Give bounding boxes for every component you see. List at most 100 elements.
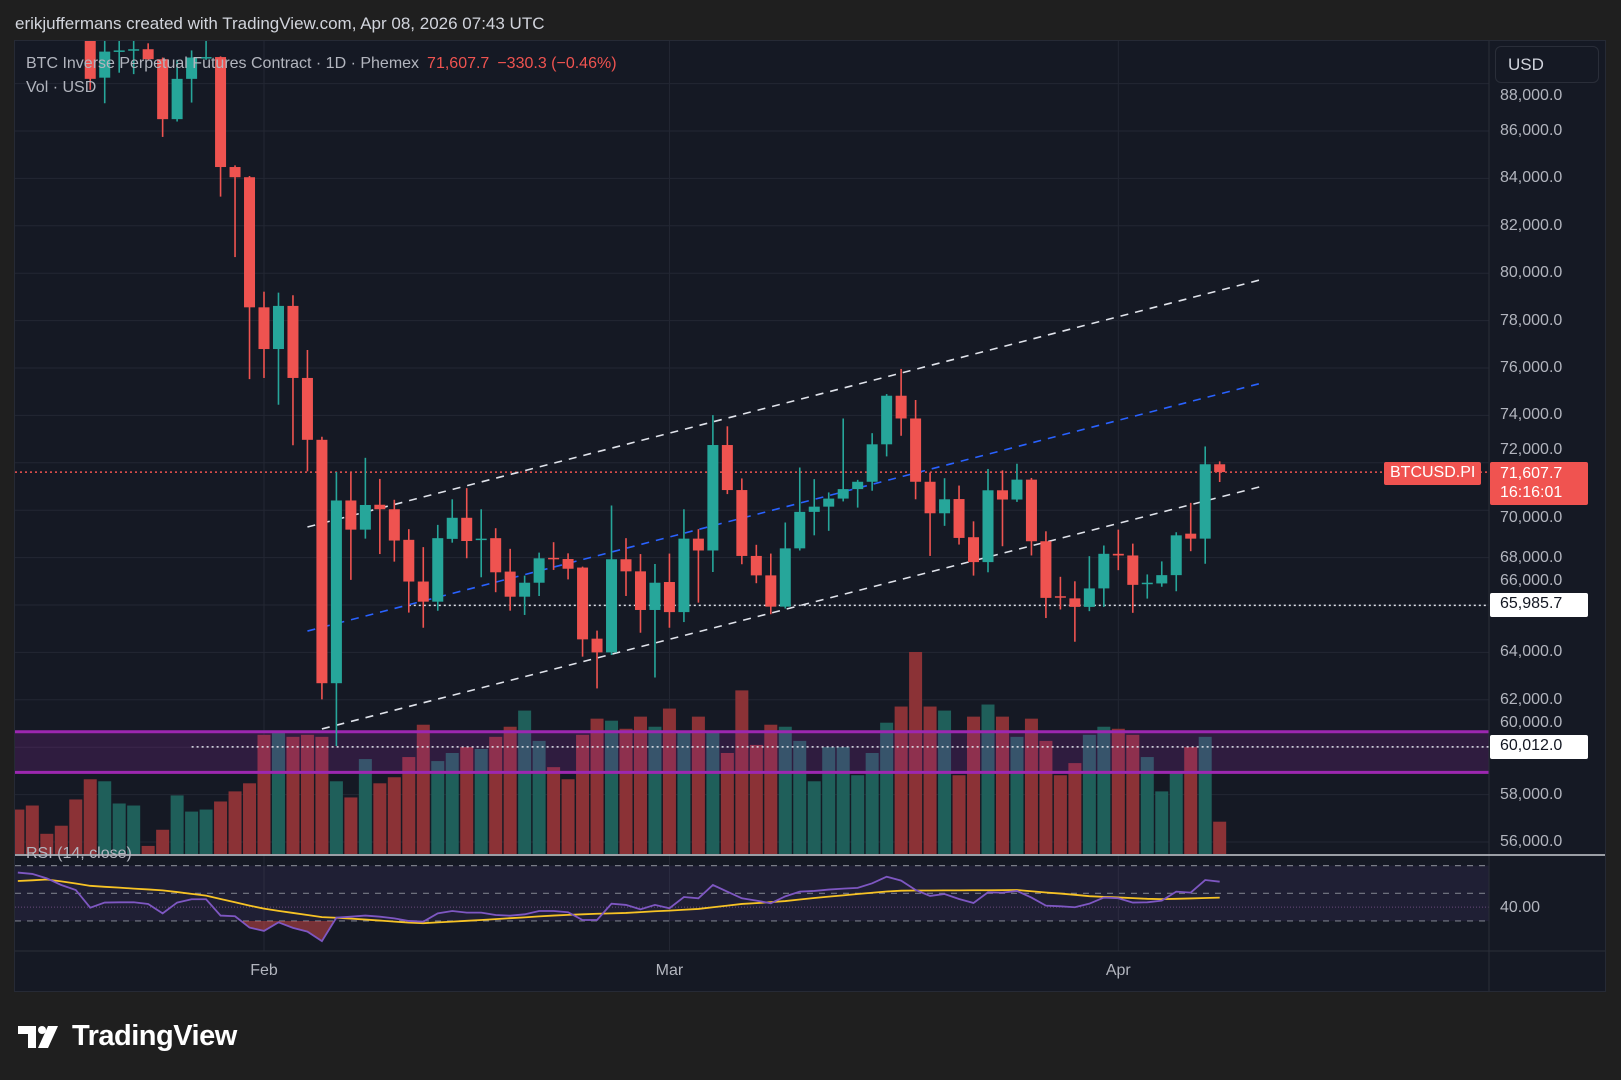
candle xyxy=(634,554,646,633)
volume-bar xyxy=(15,809,25,854)
candle-body xyxy=(171,78,183,120)
candle-body xyxy=(736,490,748,556)
price-axis-tick: 70,000.0 xyxy=(1500,509,1563,526)
candle xyxy=(750,544,762,584)
trend-channel[interactable] xyxy=(307,278,1264,730)
volume-bar xyxy=(489,736,503,854)
candle xyxy=(1011,463,1023,502)
symbol-tag: BTCUSD.PI xyxy=(1384,462,1482,485)
candle-body xyxy=(765,575,777,607)
symbol-title: BTC Inverse Perpetual Futures Contract ·… xyxy=(26,55,420,72)
candle-body xyxy=(388,509,400,541)
volume-bar xyxy=(373,783,387,854)
candle xyxy=(721,426,733,495)
candle-body xyxy=(794,511,806,549)
volume-bar xyxy=(691,716,705,854)
candle xyxy=(432,524,444,611)
symbol-legend[interactable]: BTC Inverse Perpetual Futures Contract ·… xyxy=(26,55,617,73)
candles xyxy=(84,41,1226,747)
candle xyxy=(475,509,487,578)
volume-bar xyxy=(1053,775,1067,854)
candle-body xyxy=(287,305,299,378)
candle-body xyxy=(881,395,893,445)
candle-body xyxy=(866,444,878,482)
candle-body xyxy=(1185,533,1197,539)
candle xyxy=(446,499,458,543)
candle xyxy=(490,528,502,593)
volume-bar xyxy=(1024,718,1038,854)
rsi-axis-tick: 40.00 xyxy=(1500,899,1541,916)
candle xyxy=(1054,576,1066,610)
candle-body xyxy=(620,559,632,572)
volume-bar xyxy=(967,716,981,854)
volume-bar xyxy=(633,716,647,854)
candle xyxy=(736,478,748,565)
candle-body xyxy=(446,517,458,539)
volume-bar xyxy=(387,777,401,854)
support-zone[interactable] xyxy=(15,730,1489,774)
candle-body xyxy=(721,445,733,491)
volume-bar xyxy=(677,730,691,854)
candle xyxy=(171,59,183,122)
candle xyxy=(388,499,400,562)
volume-bar xyxy=(83,779,97,854)
volume-bar xyxy=(662,708,676,854)
rsi-legend[interactable]: RSI (14, close) xyxy=(26,845,132,862)
volume-bar xyxy=(271,730,285,854)
price-axis-tick: 72,000.0 xyxy=(1500,441,1563,458)
rsi-pane xyxy=(15,865,1489,943)
candle-body xyxy=(678,538,690,613)
volume-bar xyxy=(880,722,894,854)
rsi-oversold-fill xyxy=(241,921,425,942)
tradingview-wordmark: TradingView xyxy=(72,1020,237,1052)
candle-body xyxy=(215,57,227,168)
currency-button[interactable]: USD xyxy=(1495,46,1599,83)
volume-legend[interactable]: Vol · USD xyxy=(26,79,97,96)
volume-bar xyxy=(1097,726,1111,854)
candle xyxy=(200,41,212,60)
candle xyxy=(157,57,169,137)
support-zone-fill xyxy=(15,731,1489,773)
candle-body xyxy=(330,500,342,684)
candle-body xyxy=(1127,555,1139,585)
candle-body xyxy=(707,445,719,551)
volume-bar xyxy=(1169,773,1183,854)
volume-bar xyxy=(141,845,155,854)
candle xyxy=(910,399,922,500)
level-tag: 65,985.7 xyxy=(1490,593,1588,618)
volume-bar xyxy=(98,781,112,854)
price-axis-tick: 80,000.0 xyxy=(1500,264,1563,282)
candle-body xyxy=(808,506,820,512)
last-price: 71,607.7 xyxy=(427,55,490,72)
candle xyxy=(779,522,791,609)
tradingview-logo[interactable]: TradingView xyxy=(18,1020,237,1053)
candle-body xyxy=(359,504,371,530)
volume-bar xyxy=(576,734,590,854)
volume-bar xyxy=(909,652,923,854)
volume-bar xyxy=(706,730,720,854)
candle xyxy=(504,548,516,611)
candle xyxy=(765,553,777,615)
candle xyxy=(374,478,386,555)
candle-body xyxy=(852,481,864,490)
volume-bar xyxy=(185,811,199,854)
price-axis-tick: 82,000.0 xyxy=(1500,216,1563,234)
candle-body xyxy=(1199,464,1211,539)
level-tag: 60,012.0 xyxy=(1490,734,1588,759)
candle xyxy=(1199,446,1211,564)
volume-bar xyxy=(156,829,170,854)
volume-bar xyxy=(503,726,517,854)
candle-body xyxy=(823,498,835,507)
volume-bar xyxy=(257,734,271,854)
candle-body xyxy=(475,538,487,541)
volume-bar xyxy=(402,757,416,854)
candle xyxy=(1156,561,1168,587)
horizontal-lines[interactable] xyxy=(15,471,1489,748)
candle-body xyxy=(837,489,849,499)
candle xyxy=(982,468,994,573)
candle-body xyxy=(229,167,241,178)
candle-body xyxy=(1040,541,1052,598)
candle xyxy=(99,41,111,104)
candle xyxy=(649,563,661,678)
